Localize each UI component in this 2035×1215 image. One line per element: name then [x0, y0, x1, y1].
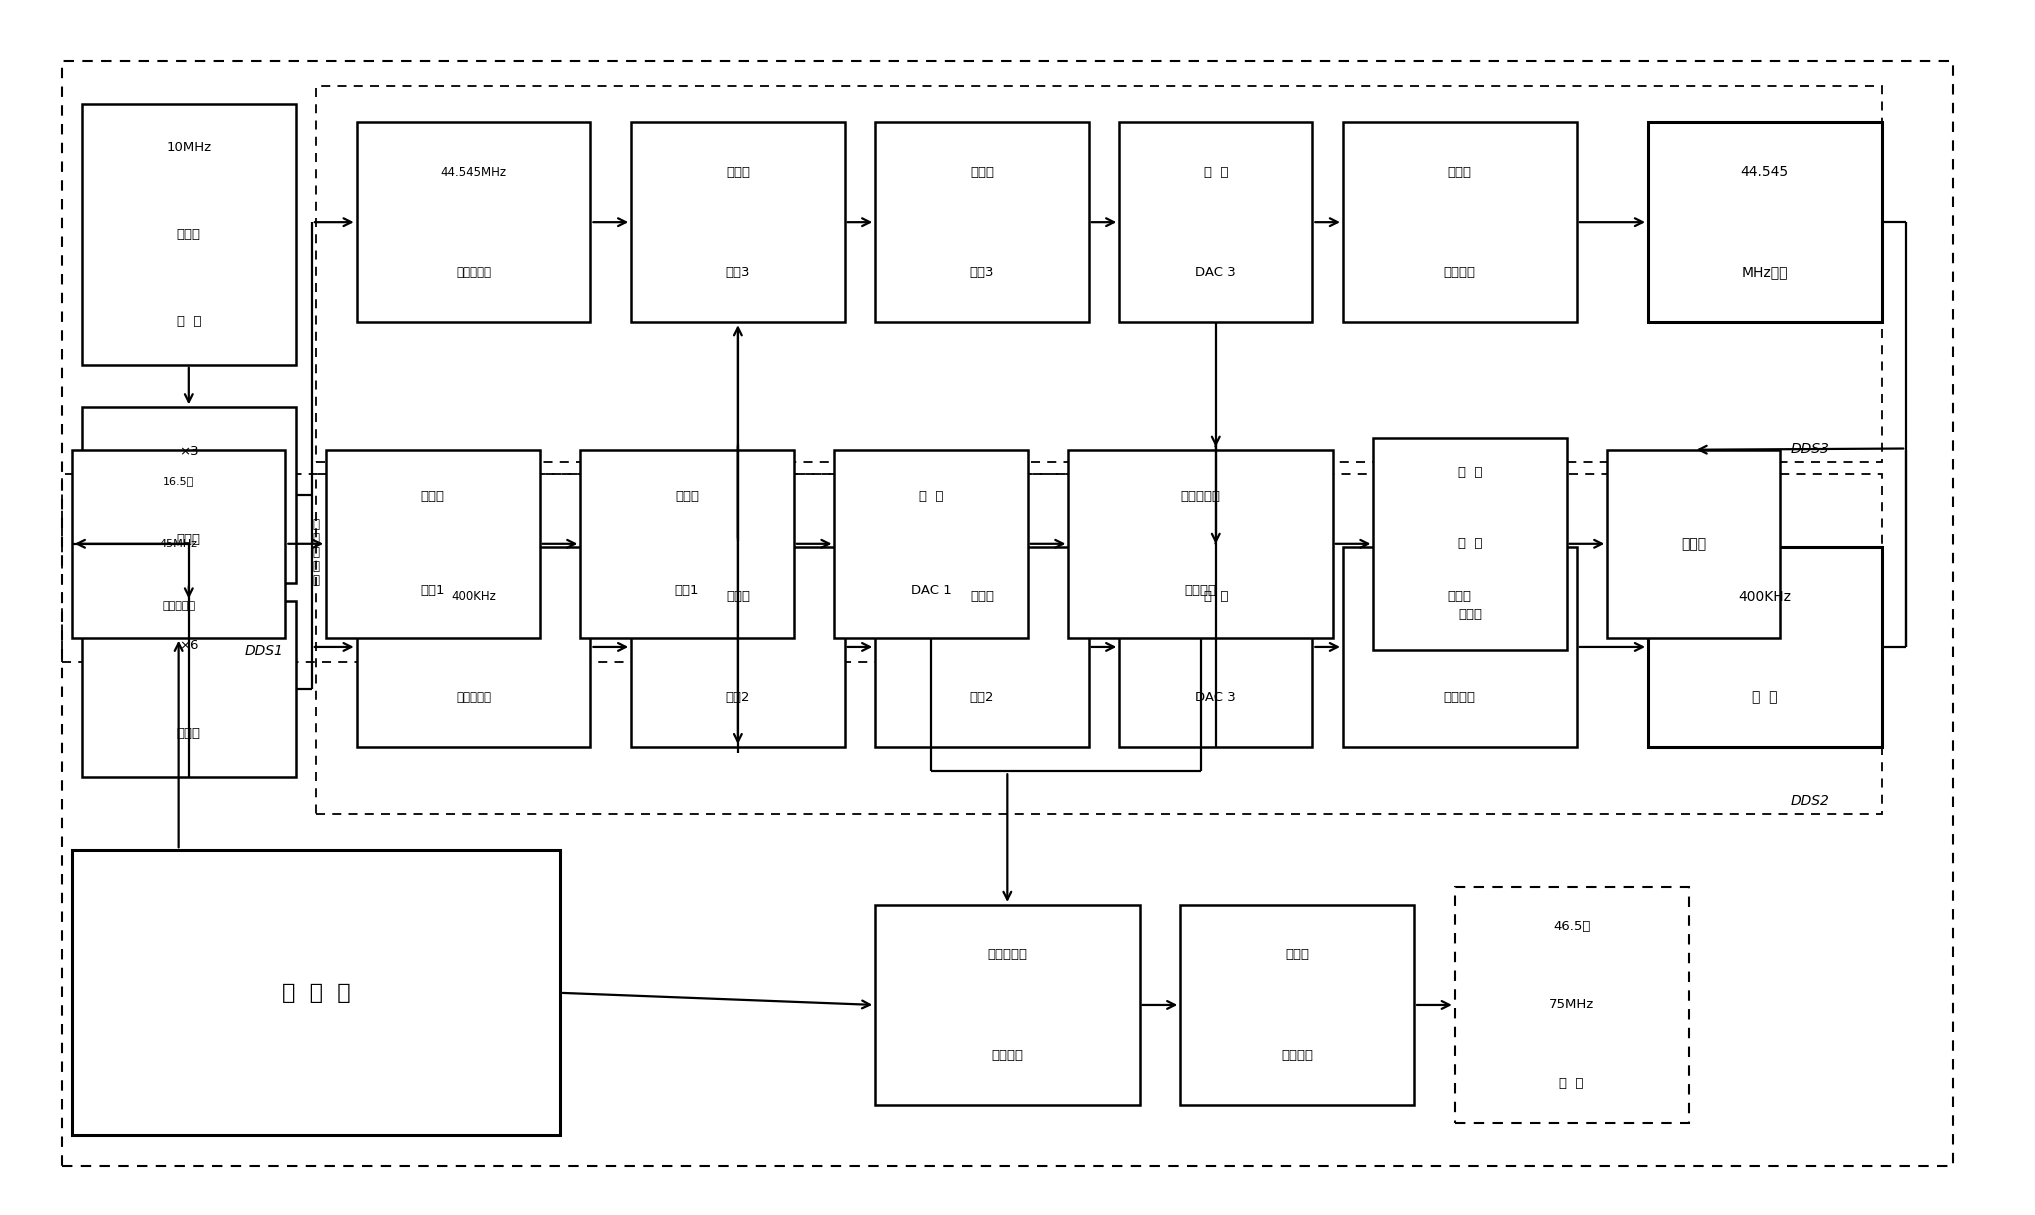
Text: 增益控制: 增益控制 [991, 1049, 1024, 1062]
Text: 询表2: 询表2 [969, 690, 995, 703]
Bar [1455, 887, 1689, 1124]
Text: 频率控制字: 频率控制字 [456, 690, 490, 703]
Bar [81, 601, 295, 778]
Bar [326, 450, 539, 638]
Text: 400KHz: 400KHz [452, 590, 497, 604]
Text: DDS1: DDS1 [244, 644, 283, 659]
Text: 询表1: 询表1 [676, 584, 700, 598]
Text: 75MHz: 75MHz [1549, 999, 1593, 1011]
Bar [834, 450, 1028, 638]
Text: 高  速: 高 速 [1203, 590, 1227, 604]
Text: DAC 1: DAC 1 [912, 584, 952, 598]
Bar [1119, 547, 1313, 747]
Text: 频率控制字: 频率控制字 [456, 266, 490, 278]
Text: 加器3: 加器3 [726, 266, 751, 278]
Text: 外同步: 外同步 [177, 228, 201, 241]
Bar [71, 450, 285, 638]
Text: 输  出: 输 出 [1752, 690, 1779, 703]
Text: 400KHz: 400KHz [1738, 589, 1791, 604]
Bar [631, 547, 845, 747]
Bar [315, 474, 1882, 814]
Text: DDS3: DDS3 [1791, 442, 1829, 456]
Bar [356, 122, 590, 322]
Text: 输  入: 输 入 [177, 315, 201, 328]
Text: 放大器: 放大器 [1457, 608, 1481, 621]
Bar [1343, 547, 1577, 747]
Text: 缓冲与: 缓冲与 [1447, 165, 1471, 179]
Text: 10MHz: 10MHz [167, 141, 212, 154]
Text: 跟踪滤波与: 跟踪滤波与 [1180, 491, 1221, 503]
Text: 高  速: 高 速 [920, 491, 944, 503]
Text: DAC 3: DAC 3 [1195, 266, 1235, 278]
Bar [356, 547, 590, 747]
Text: 高  速: 高 速 [1203, 165, 1227, 179]
Text: DAC 3: DAC 3 [1195, 690, 1235, 703]
Bar [1648, 547, 1882, 747]
Text: 44.545: 44.545 [1740, 165, 1789, 179]
Text: 缓冲与: 缓冲与 [1286, 949, 1309, 961]
Bar [875, 905, 1140, 1106]
Text: 询表3: 询表3 [969, 266, 995, 278]
Text: ×6: ×6 [179, 639, 199, 652]
Text: 相位累: 相位累 [726, 165, 749, 179]
Text: 倍频器: 倍频器 [177, 727, 201, 740]
Bar [1343, 122, 1577, 322]
Bar [875, 122, 1089, 322]
Text: 加器1: 加器1 [421, 584, 446, 598]
Text: 频率控制字: 频率控制字 [163, 601, 195, 611]
Text: 混频器: 混频器 [1681, 537, 1705, 550]
Bar [81, 407, 295, 583]
Text: 控  制  器: 控 制 器 [281, 983, 350, 1002]
Bar [1180, 905, 1414, 1106]
Text: 加器2: 加器2 [726, 690, 751, 703]
Text: 缓  冲: 缓 冲 [1457, 537, 1481, 550]
Text: 相位累: 相位累 [421, 491, 446, 503]
Bar [631, 122, 845, 322]
Bar [61, 474, 1079, 662]
Bar [1068, 450, 1333, 638]
Text: 正弦查: 正弦查 [676, 491, 700, 503]
Text: 缓冲与: 缓冲与 [1447, 590, 1471, 604]
Text: 幅度调节: 幅度调节 [1443, 690, 1475, 703]
Text: 幅度调节: 幅度调节 [1443, 266, 1475, 278]
Text: 相位累: 相位累 [726, 590, 749, 604]
Text: 倍频器: 倍频器 [177, 532, 201, 546]
Text: MHz输出: MHz输出 [1742, 265, 1789, 279]
Text: 44.545MHz: 44.545MHz [440, 165, 507, 179]
Text: 跟踪滤波与: 跟踪滤波与 [987, 949, 1028, 961]
Text: 正弦查: 正弦查 [971, 590, 993, 604]
Text: 宽  带: 宽 带 [1457, 467, 1481, 480]
Bar [580, 450, 794, 638]
Text: DDS2: DDS2 [1791, 793, 1829, 808]
Text: ×3: ×3 [179, 445, 199, 458]
Text: 16.5～: 16.5～ [163, 476, 193, 486]
Text: 输  出: 输 出 [1559, 1078, 1583, 1090]
Text: 46.5～: 46.5～ [1553, 920, 1589, 933]
Bar [71, 850, 560, 1136]
Text: 45MHz: 45MHz [159, 538, 197, 549]
Text: 幅度调节: 幅度调节 [1282, 1049, 1313, 1062]
Bar [875, 547, 1089, 747]
Text: 倍
频
器
组
口: 倍 频 器 组 口 [313, 519, 319, 587]
Text: 增益控制: 增益控制 [1184, 584, 1217, 598]
Bar [1648, 122, 1882, 322]
Bar [315, 85, 1882, 462]
Text: 正弦查: 正弦查 [971, 165, 993, 179]
Bar [1608, 450, 1781, 638]
Bar [81, 103, 295, 364]
Bar [1374, 437, 1567, 650]
Bar [1119, 122, 1313, 322]
